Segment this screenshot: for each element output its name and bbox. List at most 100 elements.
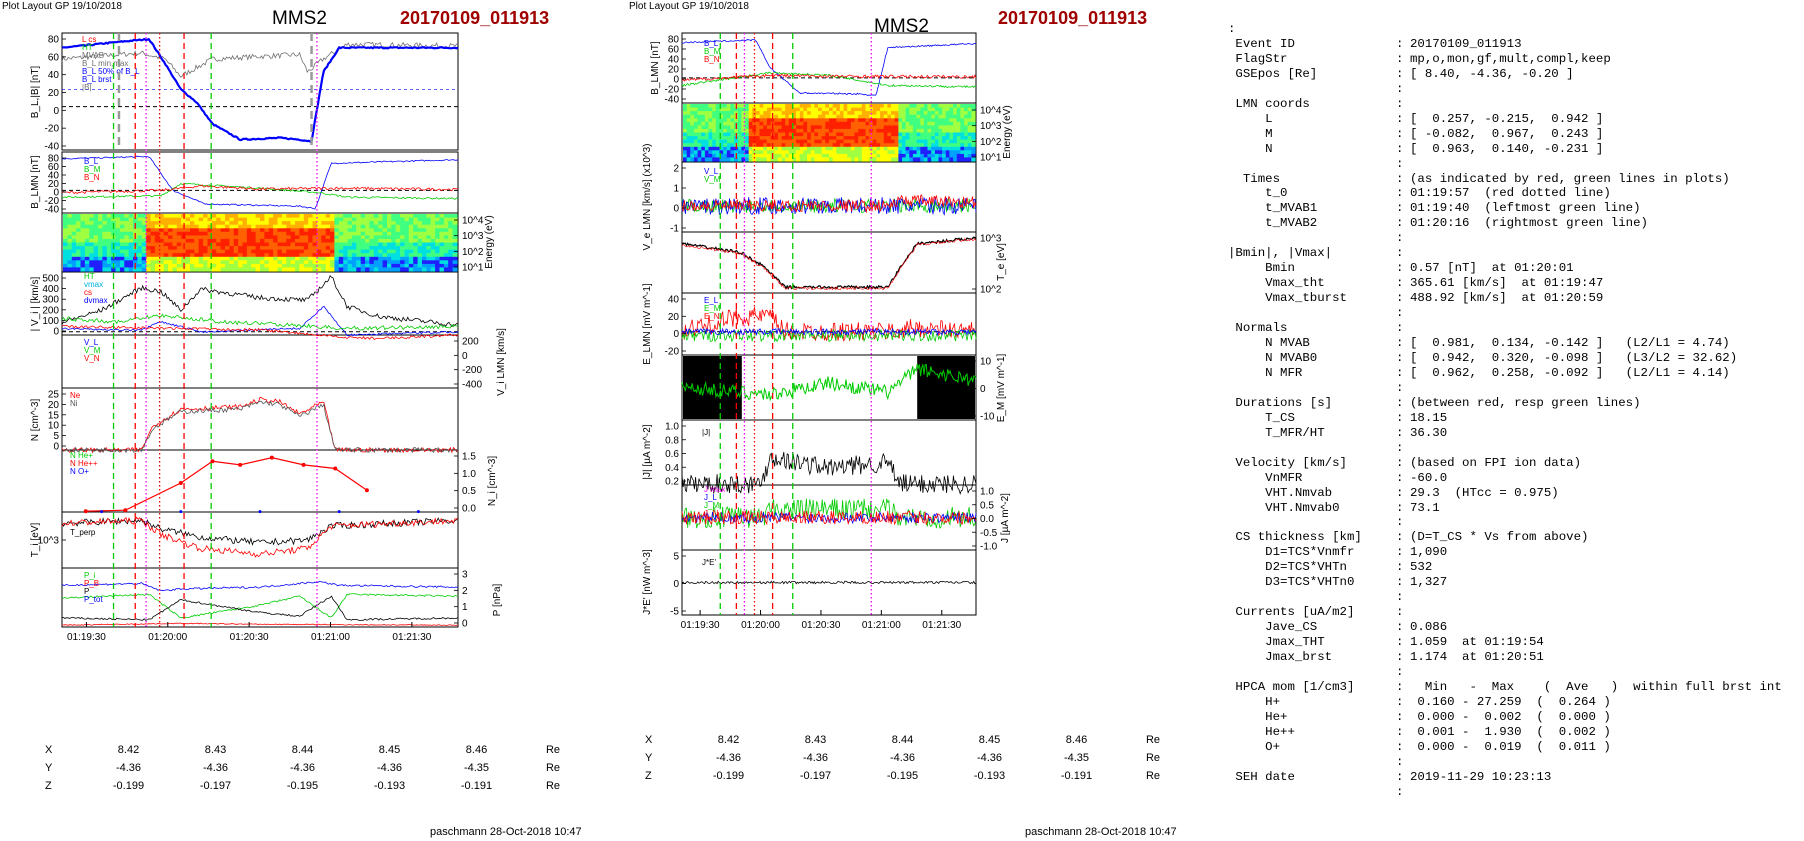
coord-row: Y -4.36 -4.36 -4.36 -4.36 -4.35 Re: [645, 749, 1160, 767]
coord-label: Y: [645, 752, 653, 764]
info-row: GSEpos [Re]: [ 8.40, -4.36, -0.20 ]: [1228, 67, 1782, 82]
y-tick-label: 0.0: [980, 514, 994, 525]
info-sep: :: [1396, 664, 1404, 679]
coord-value: -4.36: [202, 762, 229, 774]
info-sep: :: [1396, 201, 1404, 216]
info-row: t_MVAB1:01:19:40 (leftmost green line): [1228, 201, 1782, 216]
y-tick-label: 0.6: [665, 449, 679, 460]
info-value: 01:20:16 (rightmost green line): [1410, 216, 1648, 231]
legend-entry: B_L: [84, 157, 99, 166]
info-sep: :: [1396, 694, 1404, 709]
y-axis-label: N [cm^-3]: [30, 399, 41, 442]
info-key: HPCA mom [1/cm3]: [1228, 679, 1355, 694]
info-value: 1,327: [1410, 575, 1448, 590]
info-row: VHT.Nmvab0:73.1: [1228, 501, 1782, 516]
y-tick-label: 1.0: [665, 422, 679, 433]
info-row: FlagStr: mp,o,mon,gf,mult,compl,keep: [1228, 52, 1782, 67]
info-key: [1228, 755, 1396, 770]
info-row: N: [ 0.963, 0.140, -0.231 ]: [1228, 142, 1782, 157]
info-key: T_CS: [1228, 410, 1295, 425]
j-n-trace: [681, 509, 977, 526]
info-key: D2=TCS*VHTn: [1228, 560, 1347, 575]
legend-entry: P_tot: [84, 595, 103, 604]
info-key: D1=TCS*Vnmfr: [1228, 545, 1355, 560]
info-sep: :: [1396, 36, 1404, 51]
info-sep: :: [1396, 261, 1404, 276]
y-tick-label: 10^2: [980, 137, 1002, 148]
info-row: Bmin:0.57 [nT] at 01:20:01: [1228, 261, 1782, 276]
info-colon: :: [1228, 22, 1236, 36]
info-sep: :: [1396, 754, 1404, 769]
legend-entry: J*E': [702, 558, 716, 567]
info-key: T_MFR/HT: [1228, 425, 1325, 440]
coord-value: 8.45: [978, 734, 1001, 746]
ne-trace: [61, 396, 459, 454]
vi-magnitude-trace: [61, 274, 459, 328]
panel-frame: [61, 449, 459, 513]
info-sep: :: [1396, 380, 1404, 395]
coords-table-mid: X 8.42 8.43 8.44 8.45 8.46 Re Y -4.36 -4.36 -4.36 -…: [645, 731, 1160, 785]
y-tick-label: 20: [48, 88, 60, 99]
y-axis-label: E_M [mV m^-1]: [996, 353, 1007, 422]
info-key: LMN coords: [1228, 96, 1310, 111]
info-key: [1228, 590, 1396, 605]
legend-entry: |B|: [82, 83, 92, 92]
info-key: N MVAB0: [1228, 350, 1318, 365]
y-tick-label: 40: [668, 295, 680, 306]
info-key: SEH date: [1228, 769, 1295, 784]
legend-entry: Ni: [70, 399, 78, 408]
coord-value: -0.191: [1060, 770, 1093, 782]
info-sep: :: [1396, 186, 1404, 201]
p-total-trace: [61, 580, 459, 592]
info-sep: :: [1396, 171, 1404, 186]
spacecraft-title-left: MMS2: [272, 8, 327, 29]
info-key: [1228, 515, 1396, 530]
y-tick-label: 2: [462, 586, 468, 597]
info-row: |Bmin|, |Vmax|:: [1228, 246, 1782, 261]
info-key: N MFR: [1228, 365, 1303, 380]
legend-entry: cs: [84, 288, 92, 297]
legend-entry: P_B: [84, 579, 99, 588]
info-key: Vmax_tburst: [1228, 291, 1347, 306]
info-sep: :: [1396, 321, 1404, 336]
info-sep: :: [1396, 590, 1404, 605]
info-sep: :: [1396, 530, 1404, 545]
info-key: Jmax_THT: [1228, 635, 1325, 650]
coord-value: 8.44: [291, 744, 314, 756]
info-row: Times: (as indicated by red, green lines …: [1228, 172, 1782, 187]
y-axis-label: V_i LMN [km/s]: [496, 328, 507, 396]
info-key: [1228, 665, 1396, 680]
legend-entry: T_perp: [70, 528, 96, 537]
coord-value: -4.36: [976, 752, 1003, 764]
info-sep: :: [1396, 336, 1404, 351]
y-tick-label: -20: [45, 196, 60, 207]
info-value: 01:19:40 (leftmost green line): [1410, 201, 1641, 216]
info-sep: :: [1396, 81, 1404, 96]
info-row: T_CS:18.15: [1228, 411, 1782, 426]
y-axis-label: E_LMN [mV m^-1]: [642, 283, 653, 365]
coord-unit: Re: [1145, 770, 1160, 782]
info-row: :: [1228, 306, 1782, 321]
info-row: Event ID:20170109_011913: [1228, 37, 1782, 52]
info-row: D2=TCS*VHTn:532: [1228, 560, 1782, 575]
info-key: Jave_CS: [1228, 620, 1318, 635]
x-tick-label: 01:19:30: [681, 620, 720, 631]
y-tick-label: -1: [670, 224, 679, 235]
info-row: N MVAB: [ 0.981, 0.134, -0.142 ] (L2/L1 =…: [1228, 336, 1782, 351]
info-sep: :: [1396, 560, 1404, 575]
legend-entry: V_N: [84, 354, 100, 363]
info-value: 2019-11-29 10:23:13: [1410, 769, 1552, 784]
y-tick-label: 0.4: [665, 463, 679, 474]
info-sep: :: [1396, 440, 1404, 455]
info-row: He+: 0.000 - 0.002 ( 0.000 ): [1228, 710, 1782, 725]
legend-entry: E_M: [704, 304, 721, 313]
info-key: L: [1228, 111, 1273, 126]
y-tick-label: 0.8: [665, 435, 679, 446]
y-tick-label: 60: [668, 45, 680, 56]
event-title-mid: 20170109_011913: [998, 8, 1148, 28]
info-sep: :: [1396, 246, 1404, 261]
coord-unit: Re: [545, 780, 560, 792]
info-sep: :: [1396, 231, 1404, 246]
coord-label: Z: [645, 770, 652, 782]
